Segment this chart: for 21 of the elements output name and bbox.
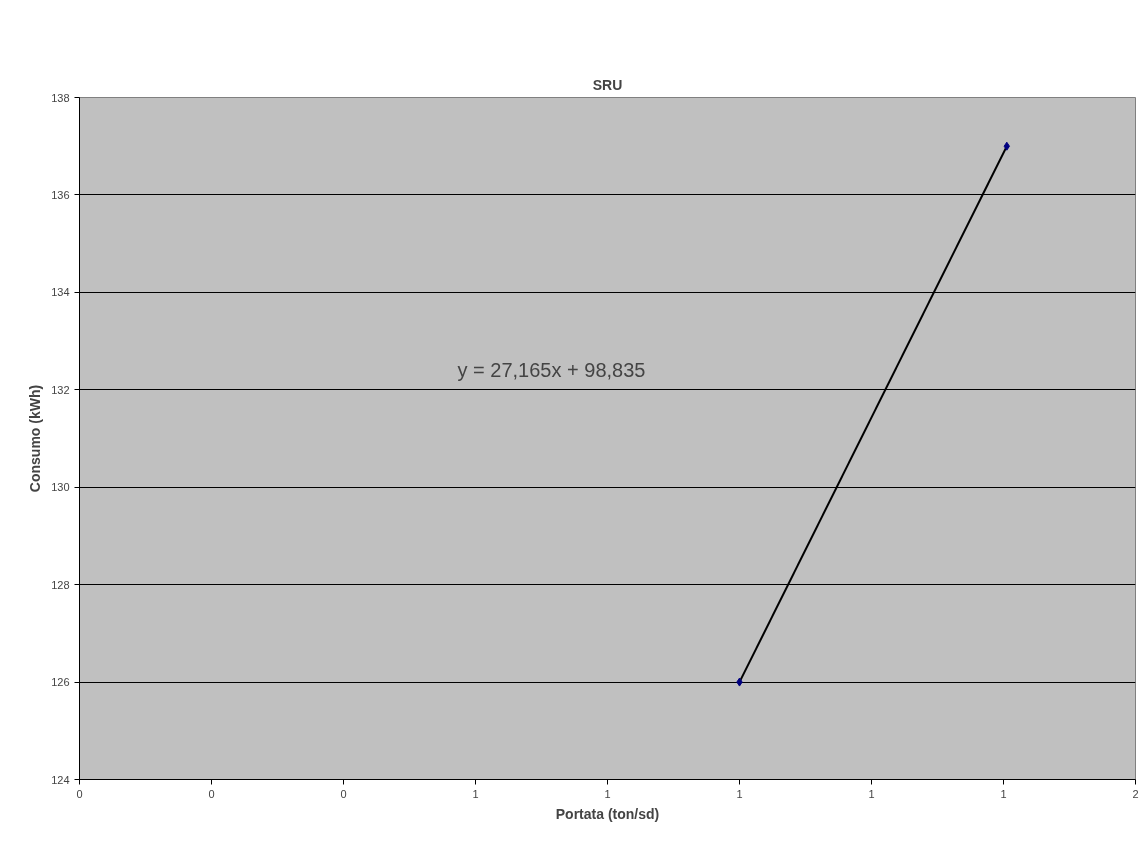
annotation: y = 27,165x + 98,835 xyxy=(457,358,646,381)
y-axis-title: Consumo (kWh) xyxy=(27,384,44,493)
y-tick-label: 136 xyxy=(51,188,70,201)
x-tick-label: 2 xyxy=(1132,787,1139,800)
x-tick-label: 1 xyxy=(868,787,875,800)
x-tick-label: 1 xyxy=(472,787,479,800)
y-tick-label: 124 xyxy=(51,773,70,786)
y-tick-label: 132 xyxy=(51,383,70,396)
y-tick-label: 128 xyxy=(51,578,70,591)
x-tick-label: 1 xyxy=(736,787,743,800)
chart-title: SRU xyxy=(592,76,623,93)
y-tick-label: 134 xyxy=(51,286,70,299)
x-tick-label: 0 xyxy=(76,787,83,800)
y-tick-label: 138 xyxy=(51,91,70,104)
x-tick-label: 0 xyxy=(208,787,215,800)
y-tick-label: 126 xyxy=(51,676,70,689)
x-axis-title: Portata (ton/sd) xyxy=(555,805,660,822)
x-tick-label: 1 xyxy=(604,787,611,800)
x-tick-label: 0 xyxy=(340,787,347,800)
y-tick-label: 130 xyxy=(51,481,70,494)
x-tick-label: 1 xyxy=(1000,787,1007,800)
